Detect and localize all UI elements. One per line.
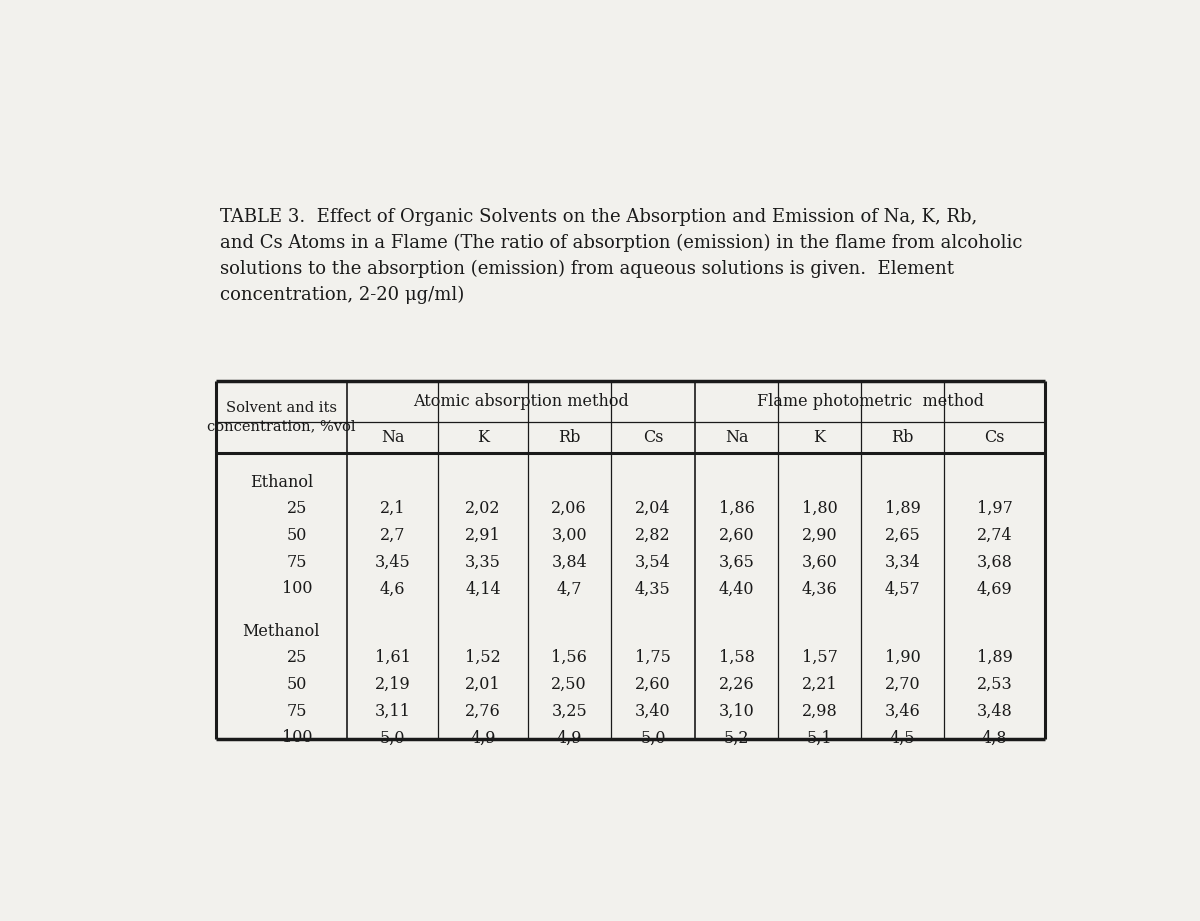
Text: 2,76: 2,76 [466, 703, 500, 719]
Text: 1,57: 1,57 [802, 649, 838, 666]
Text: 4,7: 4,7 [557, 580, 582, 598]
Text: 3,65: 3,65 [719, 554, 755, 571]
Text: 75: 75 [287, 554, 307, 571]
Text: 1,90: 1,90 [884, 649, 920, 666]
Text: 2,74: 2,74 [977, 527, 1013, 543]
Text: TABLE 3.  Effect of Organic Solvents on the Absorption and Emission of Na, K, Rb: TABLE 3. Effect of Organic Solvents on t… [220, 207, 1022, 304]
Text: 1,89: 1,89 [884, 500, 920, 517]
Text: 4,57: 4,57 [884, 580, 920, 598]
Text: 2,04: 2,04 [635, 500, 671, 517]
Text: 2,70: 2,70 [884, 676, 920, 693]
Text: 5,1: 5,1 [806, 729, 833, 746]
Text: 4,9: 4,9 [470, 729, 496, 746]
Text: 3,00: 3,00 [551, 527, 587, 543]
Text: 4,8: 4,8 [982, 729, 1007, 746]
Text: 4,9: 4,9 [557, 729, 582, 746]
Text: K: K [476, 429, 488, 446]
Text: 2,01: 2,01 [466, 676, 500, 693]
Text: 100: 100 [282, 729, 312, 746]
Text: 1,52: 1,52 [466, 649, 500, 666]
Text: 4,35: 4,35 [635, 580, 671, 598]
Text: 2,06: 2,06 [551, 500, 587, 517]
Text: 2,21: 2,21 [802, 676, 838, 693]
Text: 2,7: 2,7 [379, 527, 406, 543]
Text: 5,0: 5,0 [379, 729, 406, 746]
Text: 4,6: 4,6 [379, 580, 406, 598]
Text: 3,45: 3,45 [374, 554, 410, 571]
Text: Na: Na [380, 429, 404, 446]
Text: 1,58: 1,58 [719, 649, 755, 666]
Text: Flame photometric  method: Flame photometric method [757, 393, 984, 410]
Text: 4,14: 4,14 [466, 580, 500, 598]
Text: 4,5: 4,5 [889, 729, 916, 746]
Text: 3,60: 3,60 [802, 554, 838, 571]
Text: 3,35: 3,35 [464, 554, 500, 571]
Text: 4,36: 4,36 [802, 580, 838, 598]
Text: 2,19: 2,19 [374, 676, 410, 693]
Text: 3,54: 3,54 [635, 554, 671, 571]
Text: 3,46: 3,46 [884, 703, 920, 719]
Text: 3,48: 3,48 [977, 703, 1013, 719]
Text: Cs: Cs [984, 429, 1004, 446]
Text: Cs: Cs [643, 429, 664, 446]
Text: 2,02: 2,02 [466, 500, 500, 517]
Text: Na: Na [725, 429, 749, 446]
Text: 2,60: 2,60 [719, 527, 755, 543]
Text: 3,25: 3,25 [551, 703, 587, 719]
Text: 3,10: 3,10 [719, 703, 755, 719]
Text: 1,75: 1,75 [635, 649, 671, 666]
Text: 3,40: 3,40 [635, 703, 671, 719]
Text: Ethanol: Ethanol [250, 474, 313, 491]
Text: 2,53: 2,53 [977, 676, 1013, 693]
Text: 3,84: 3,84 [551, 554, 587, 571]
Text: 1,61: 1,61 [374, 649, 410, 666]
Text: 75: 75 [287, 703, 307, 719]
Text: 1,86: 1,86 [719, 500, 755, 517]
Text: 2,98: 2,98 [802, 703, 838, 719]
Text: 2,82: 2,82 [635, 527, 671, 543]
Text: 25: 25 [287, 649, 307, 666]
Text: 2,1: 2,1 [379, 500, 406, 517]
Text: 3,34: 3,34 [884, 554, 920, 571]
Text: 50: 50 [287, 676, 307, 693]
Text: 5,2: 5,2 [724, 729, 749, 746]
Text: 100: 100 [282, 580, 312, 598]
Text: 1,89: 1,89 [977, 649, 1013, 666]
Text: 1,56: 1,56 [551, 649, 587, 666]
Text: 25: 25 [287, 500, 307, 517]
Text: 3,11: 3,11 [374, 703, 410, 719]
Text: 2,26: 2,26 [719, 676, 755, 693]
Text: 2,91: 2,91 [466, 527, 500, 543]
Text: K: K [814, 429, 826, 446]
Text: 3,68: 3,68 [977, 554, 1013, 571]
Text: 2,65: 2,65 [884, 527, 920, 543]
Text: 4,40: 4,40 [719, 580, 755, 598]
Text: 50: 50 [287, 527, 307, 543]
Text: Methanol: Methanol [242, 624, 320, 640]
Text: 4,69: 4,69 [977, 580, 1013, 598]
Text: 1,80: 1,80 [802, 500, 838, 517]
Text: 5,0: 5,0 [640, 729, 666, 746]
Text: 2,50: 2,50 [551, 676, 587, 693]
Text: Solvent and its
concentration, %vol: Solvent and its concentration, %vol [208, 401, 355, 434]
Text: 2,60: 2,60 [635, 676, 671, 693]
Text: Rb: Rb [892, 429, 913, 446]
Text: Rb: Rb [558, 429, 581, 446]
Text: 2,90: 2,90 [802, 527, 838, 543]
Text: 1,97: 1,97 [977, 500, 1013, 517]
Text: Atomic absorption method: Atomic absorption method [413, 393, 629, 410]
